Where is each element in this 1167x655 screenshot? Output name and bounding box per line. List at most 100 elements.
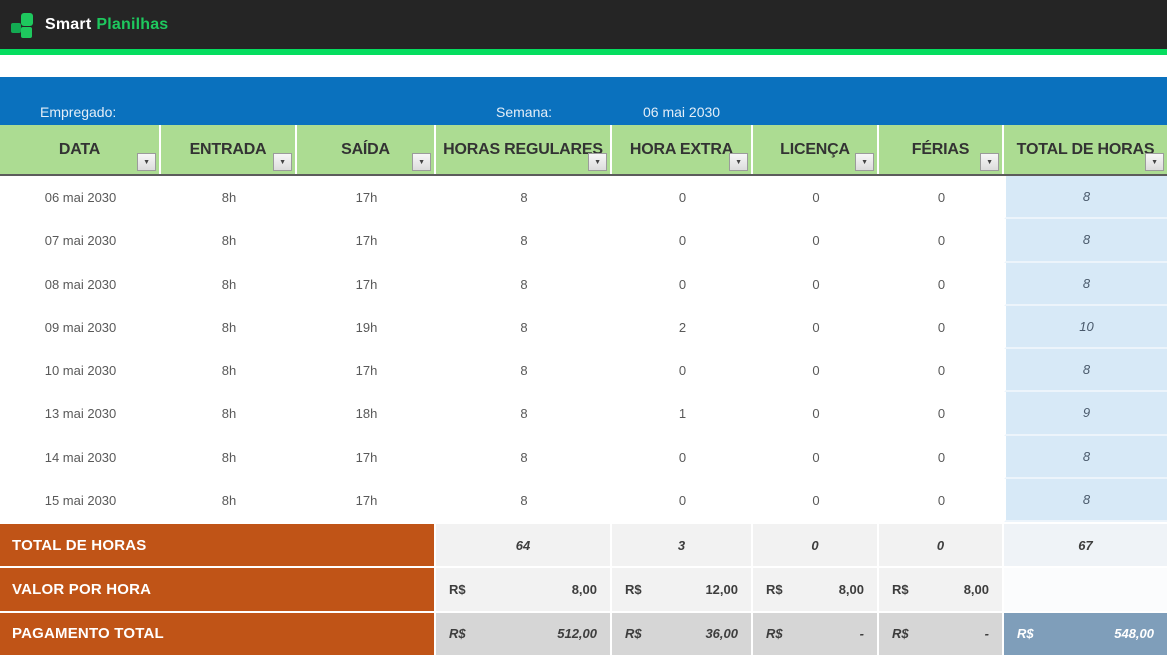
cell-exit[interactable]: 17h <box>297 349 436 393</box>
cell-total-hours[interactable]: 8 <box>1004 435 1167 479</box>
cell-date[interactable]: 14 mai 2030 <box>0 435 161 479</box>
summary-total-all[interactable]: 67 <box>1004 524 1167 567</box>
cell-extra-hours[interactable]: 0 <box>612 478 753 522</box>
rate-vacation-value: 8,00 <box>963 581 989 597</box>
cell-leave[interactable]: 0 <box>753 176 879 220</box>
cell-leave[interactable]: 0 <box>753 305 879 349</box>
cell-total-hours[interactable]: 8 <box>1004 219 1167 263</box>
cell-exit[interactable]: 17h <box>297 219 436 263</box>
cell-date[interactable]: 06 mai 2030 <box>0 176 161 220</box>
cell-extra-hours[interactable]: 0 <box>612 219 753 263</box>
cell-vacation[interactable]: 0 <box>879 349 1004 393</box>
filter-dropdown-button[interactable]: ▼ <box>855 153 874 171</box>
cell-leave[interactable]: 0 <box>753 219 879 263</box>
summary-total-leave[interactable]: 0 <box>753 524 879 567</box>
cell-entry[interactable]: 8h <box>161 478 297 522</box>
filter-dropdown-button[interactable]: ▼ <box>412 153 431 171</box>
rate-leave-value: 8,00 <box>838 581 864 597</box>
cell-total-hours[interactable]: 8 <box>1004 478 1167 522</box>
cell-vacation[interactable]: 0 <box>879 435 1004 479</box>
cell-regular-hours[interactable]: 8 <box>436 176 612 220</box>
cell-date[interactable]: 15 mai 2030 <box>0 478 161 522</box>
cell-regular-hours[interactable]: 8 <box>436 435 612 479</box>
cell-vacation[interactable]: 0 <box>879 219 1004 263</box>
summary-label: VALOR POR HORA <box>0 568 436 611</box>
cell-total-hours[interactable]: 8 <box>1004 262 1167 306</box>
payment-extra[interactable]: R$ 36,00 <box>612 612 753 655</box>
summary-total-regular[interactable]: 64 <box>436 524 612 567</box>
filter-dropdown-button[interactable]: ▼ <box>1145 153 1164 171</box>
cell-entry[interactable]: 8h <box>161 392 297 436</box>
cell-exit[interactable]: 17h <box>297 262 436 306</box>
summary-total-extra[interactable]: 3 <box>612 524 753 567</box>
filter-dropdown-button[interactable]: ▼ <box>137 153 156 171</box>
rate-extra[interactable]: R$ 12,00 <box>612 568 753 611</box>
payment-regular[interactable]: R$ 512,00 <box>436 612 612 655</box>
cell-extra-hours[interactable]: 0 <box>612 435 753 479</box>
filter-dropdown-button[interactable]: ▼ <box>273 153 292 171</box>
cell-extra-hours[interactable]: 0 <box>612 262 753 306</box>
cell-leave[interactable]: 0 <box>753 435 879 479</box>
cell-total-hours[interactable]: 8 <box>1004 176 1167 220</box>
rate-regular-value: 8,00 <box>571 581 597 597</box>
rate-leave[interactable]: R$ 8,00 <box>753 568 879 611</box>
cell-date[interactable]: 07 mai 2030 <box>0 219 161 263</box>
cell-vacation[interactable]: 0 <box>879 262 1004 306</box>
cell-date[interactable]: 13 mai 2030 <box>0 392 161 436</box>
cell-vacation[interactable]: 0 <box>879 176 1004 220</box>
cell-vacation[interactable]: 0 <box>879 392 1004 436</box>
cell-regular-hours[interactable]: 8 <box>436 478 612 522</box>
cell-date[interactable]: 09 mai 2030 <box>0 305 161 349</box>
cell-extra-hours[interactable]: 2 <box>612 305 753 349</box>
cell-entry[interactable]: 8h <box>161 219 297 263</box>
payment-vacation[interactable]: R$ - <box>879 612 1004 655</box>
cell-date[interactable]: 08 mai 2030 <box>0 262 161 306</box>
cell-regular-hours[interactable]: 8 <box>436 349 612 393</box>
cell-entry[interactable]: 8h <box>161 176 297 220</box>
brand-name: Smart Planilhas <box>45 16 168 34</box>
column-header-horas-regulares: HORAS REGULARES ▼ <box>436 125 612 174</box>
cell-exit[interactable]: 18h <box>297 392 436 436</box>
table-body: 06 mai 2030 8h 17h 8 0 0 0 8 07 mai 2030 8h 17h 8 0 0… <box>0 176 1167 522</box>
logo-square-icon <box>21 12 33 26</box>
cell-leave[interactable]: 0 <box>753 262 879 306</box>
cell-exit[interactable]: 17h <box>297 435 436 479</box>
week-value[interactable]: 06 mai 2030 <box>643 104 721 120</box>
cell-vacation[interactable]: 0 <box>879 305 1004 349</box>
cell-exit[interactable]: 17h <box>297 176 436 220</box>
table-row: 15 mai 2030 8h 17h 8 0 0 0 8 <box>0 478 1167 522</box>
cell-total-hours[interactable]: 10 <box>1004 305 1167 349</box>
filter-dropdown-button[interactable]: ▼ <box>729 153 748 171</box>
cell-regular-hours[interactable]: 8 <box>436 262 612 306</box>
column-header-total-de-horas: TOTAL DE HORAS ▼ <box>1004 125 1167 174</box>
cell-leave[interactable]: 0 <box>753 478 879 522</box>
cell-leave[interactable]: 0 <box>753 349 879 393</box>
cell-total-hours[interactable]: 9 <box>1004 392 1167 436</box>
cell-extra-hours[interactable]: 1 <box>612 392 753 436</box>
rate-vacation[interactable]: R$ 8,00 <box>879 568 1004 611</box>
cell-vacation[interactable]: 0 <box>879 478 1004 522</box>
summary-total-vacation[interactable]: 0 <box>879 524 1004 567</box>
cell-entry[interactable]: 8h <box>161 262 297 306</box>
rate-total-empty[interactable] <box>1004 568 1167 611</box>
cell-extra-hours[interactable]: 0 <box>612 349 753 393</box>
cell-regular-hours[interactable]: 8 <box>436 219 612 263</box>
cell-exit[interactable]: 19h <box>297 305 436 349</box>
cell-entry[interactable]: 8h <box>161 349 297 393</box>
cell-regular-hours[interactable]: 8 <box>436 305 612 349</box>
cell-entry[interactable]: 8h <box>161 435 297 479</box>
cell-leave[interactable]: 0 <box>753 392 879 436</box>
cell-date[interactable]: 10 mai 2030 <box>0 349 161 393</box>
cell-regular-hours[interactable]: 8 <box>436 392 612 436</box>
filter-dropdown-button[interactable]: ▼ <box>588 153 607 171</box>
payment-grand-total-value: 548,00 <box>1114 626 1154 642</box>
filter-dropdown-button[interactable]: ▼ <box>980 153 999 171</box>
cell-entry[interactable]: 8h <box>161 305 297 349</box>
cell-total-hours[interactable]: 8 <box>1004 349 1167 393</box>
cell-exit[interactable]: 17h <box>297 478 436 522</box>
payment-grand-total[interactable]: R$ 548,00 <box>1004 612 1167 655</box>
currency-symbol: R$ <box>625 581 642 597</box>
cell-extra-hours[interactable]: 0 <box>612 176 753 220</box>
payment-leave[interactable]: R$ - <box>753 612 879 655</box>
rate-regular[interactable]: R$ 8,00 <box>436 568 612 611</box>
